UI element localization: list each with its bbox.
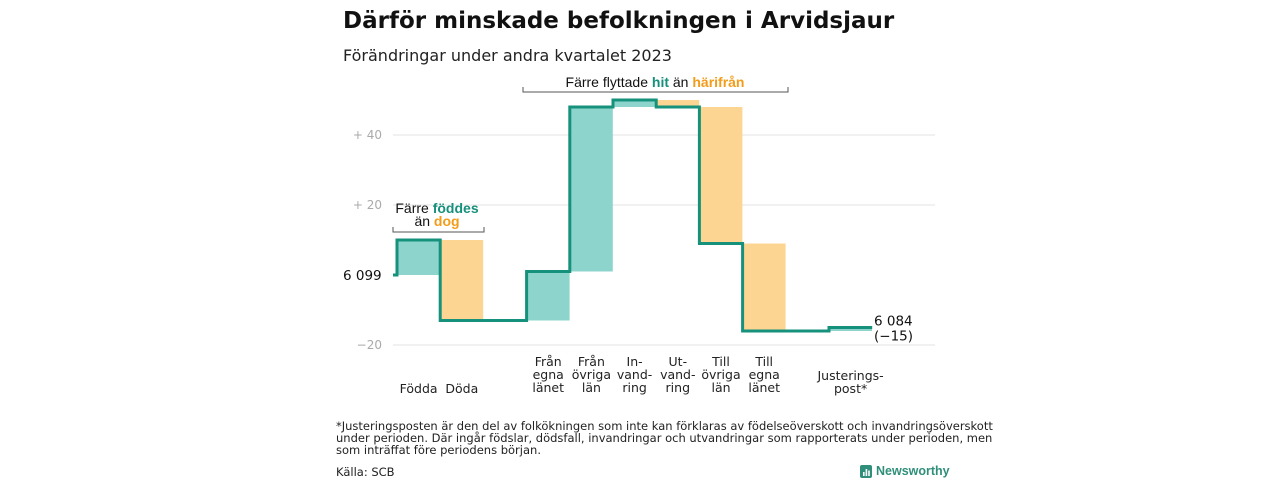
bar-decrease: [440, 240, 484, 321]
brand-name: Newsworthy: [876, 464, 950, 478]
y-tick-label: −20: [357, 338, 382, 352]
category-label: Från övriga län: [572, 354, 611, 395]
chart-subtitle: Förändringar under andra kvartalet 2023: [343, 46, 672, 65]
end-change-label: (−15): [874, 329, 913, 345]
start-value-label: 6 099: [343, 268, 382, 284]
footnote-line-1: *Justeringsposten är den del av folkökni…: [336, 419, 993, 433]
category-label: In-vand-ring: [617, 354, 652, 395]
source-label: Källa: SCB: [336, 465, 395, 479]
brand-icon-bar-2: [865, 469, 868, 476]
footnote-line-3: som inträffat före periodens början.: [336, 443, 541, 457]
migration-annotation: Färre flyttade hit än härifrån: [522, 74, 789, 93]
y-tick-label: + 20: [353, 198, 382, 212]
y-axis-ticks: + 40 + 20 −20: [353, 128, 382, 352]
bar-decrease: [699, 107, 743, 244]
category-label: Till övriga län: [701, 354, 740, 395]
births-bracket: [392, 227, 485, 233]
gridlines: [393, 134, 935, 346]
end-value-label: 6 084: [874, 314, 913, 330]
category-label: Till egna länet: [748, 354, 780, 395]
brand-logo: Newsworthy: [860, 464, 950, 478]
category-label: Justerings-post*: [816, 368, 883, 396]
bar-increase: [613, 100, 656, 107]
bar-decrease: [656, 100, 700, 107]
category-label: Födda: [400, 381, 438, 396]
births-annotation-line1: Färre föddes: [395, 200, 478, 216]
bar-increase: [397, 240, 440, 275]
bar-increase: [829, 327, 872, 331]
births-annotation-line2: än dog: [414, 213, 459, 229]
footnote-line-2: under perioden. Där ingår födslar, dödsf…: [336, 431, 992, 445]
bar-increase: [569, 107, 613, 272]
cumulative-step-line: [393, 98, 873, 333]
brand-icon-bar-1: [863, 472, 865, 476]
migration-bracket: [522, 87, 789, 93]
category-label: Döda: [445, 381, 478, 396]
brand-icon-bar-3: [868, 470, 870, 476]
bar-decrease: [742, 243, 786, 331]
migration-annotation-text: Färre flyttade hit än härifrån: [566, 74, 745, 90]
births-annotation: Färre föddes än dog: [392, 200, 485, 233]
category-label: Ut-vand-ring: [660, 354, 695, 395]
chart-title: Därför minskade befolkningen i Arvidsjau…: [343, 8, 895, 34]
bar-increase: [526, 271, 570, 321]
footnote: *Justeringsposten är den del av folkökni…: [336, 419, 993, 457]
category-label: Från egna länet: [532, 354, 564, 395]
y-tick-label: + 40: [353, 128, 382, 142]
bars: [397, 100, 872, 331]
